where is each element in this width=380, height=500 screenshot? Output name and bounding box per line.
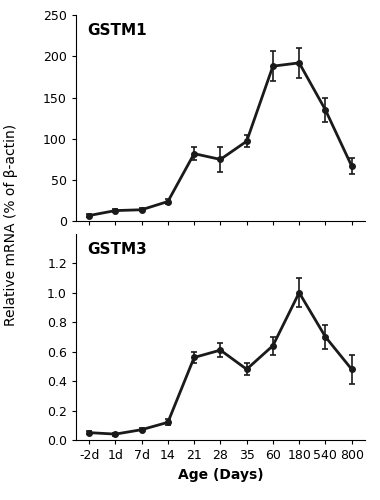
Text: Relative mRNA (% of β-actin): Relative mRNA (% of β-actin) [5, 124, 18, 326]
Text: GSTM1: GSTM1 [87, 24, 147, 38]
X-axis label: Age (Days): Age (Days) [177, 468, 263, 481]
Text: GSTM3: GSTM3 [87, 242, 147, 257]
